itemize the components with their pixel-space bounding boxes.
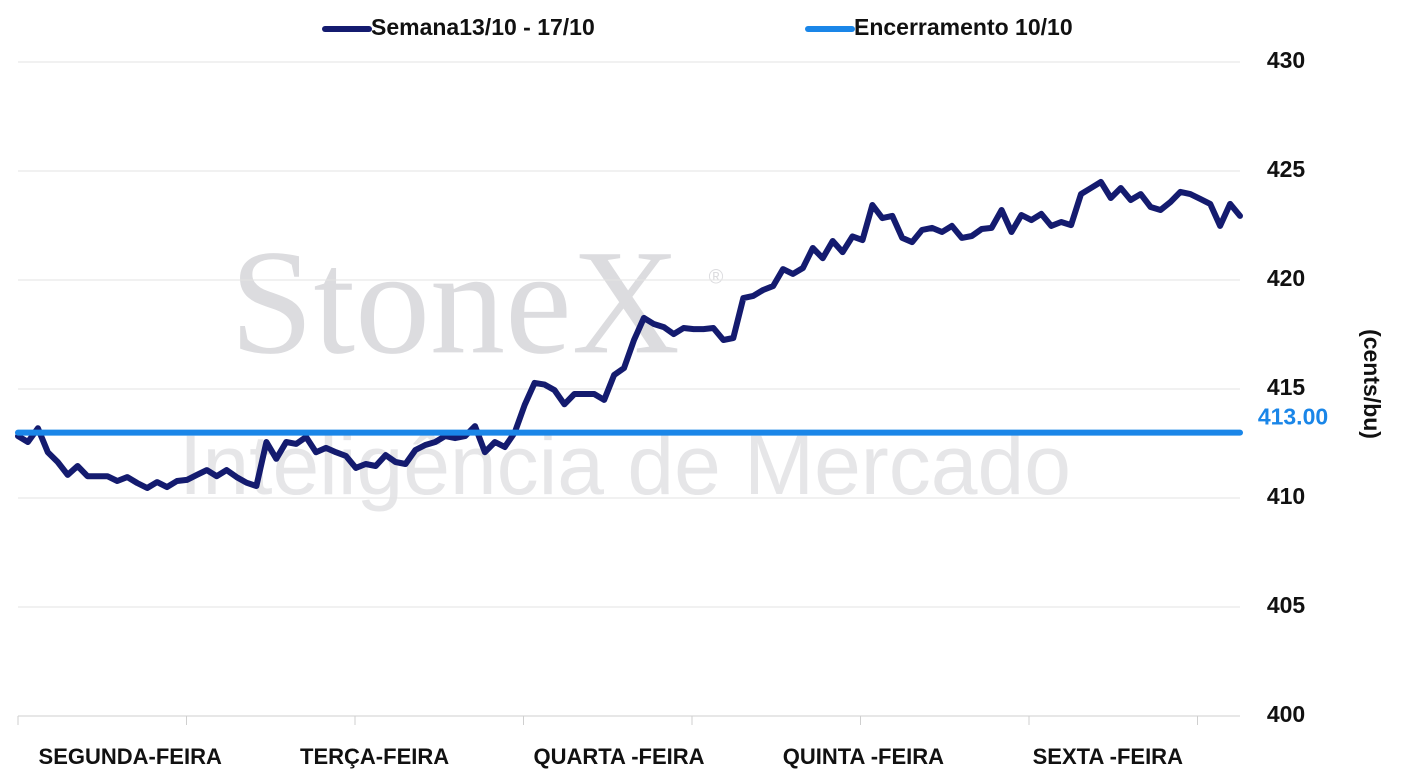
x-tick-label: SEXTA -FEIRA [1033,744,1183,769]
x-tick-label: QUINTA -FEIRA [783,744,944,769]
y-tick-label: 415 [1267,374,1306,400]
x-tick-label: SEGUNDA-FEIRA [39,744,222,769]
watermark-mark: ® [709,266,724,288]
x-tick-label: QUARTA -FEIRA [533,744,704,769]
y-tick-label: 430 [1267,47,1305,73]
y-tick-label: 405 [1267,592,1306,618]
watermark: StoneX ® Inteligência de Mercado [179,219,1071,512]
watermark-logo: StoneX [230,219,680,385]
y-tick-label: 410 [1267,483,1305,509]
legend-label: Encerramento 10/10 [854,14,1073,40]
legend-label: Semana13/10 - 17/10 [371,14,595,40]
y-tick-label: 425 [1267,156,1306,182]
reference-label: 413.00 [1258,404,1328,430]
y-tick-label: 420 [1267,265,1305,291]
y-tick-label: 400 [1267,701,1305,727]
y-axis-label: (cents/bu) [1359,329,1385,439]
x-tick-label: TERÇA-FEIRA [300,744,449,769]
series-line [15,178,1243,491]
